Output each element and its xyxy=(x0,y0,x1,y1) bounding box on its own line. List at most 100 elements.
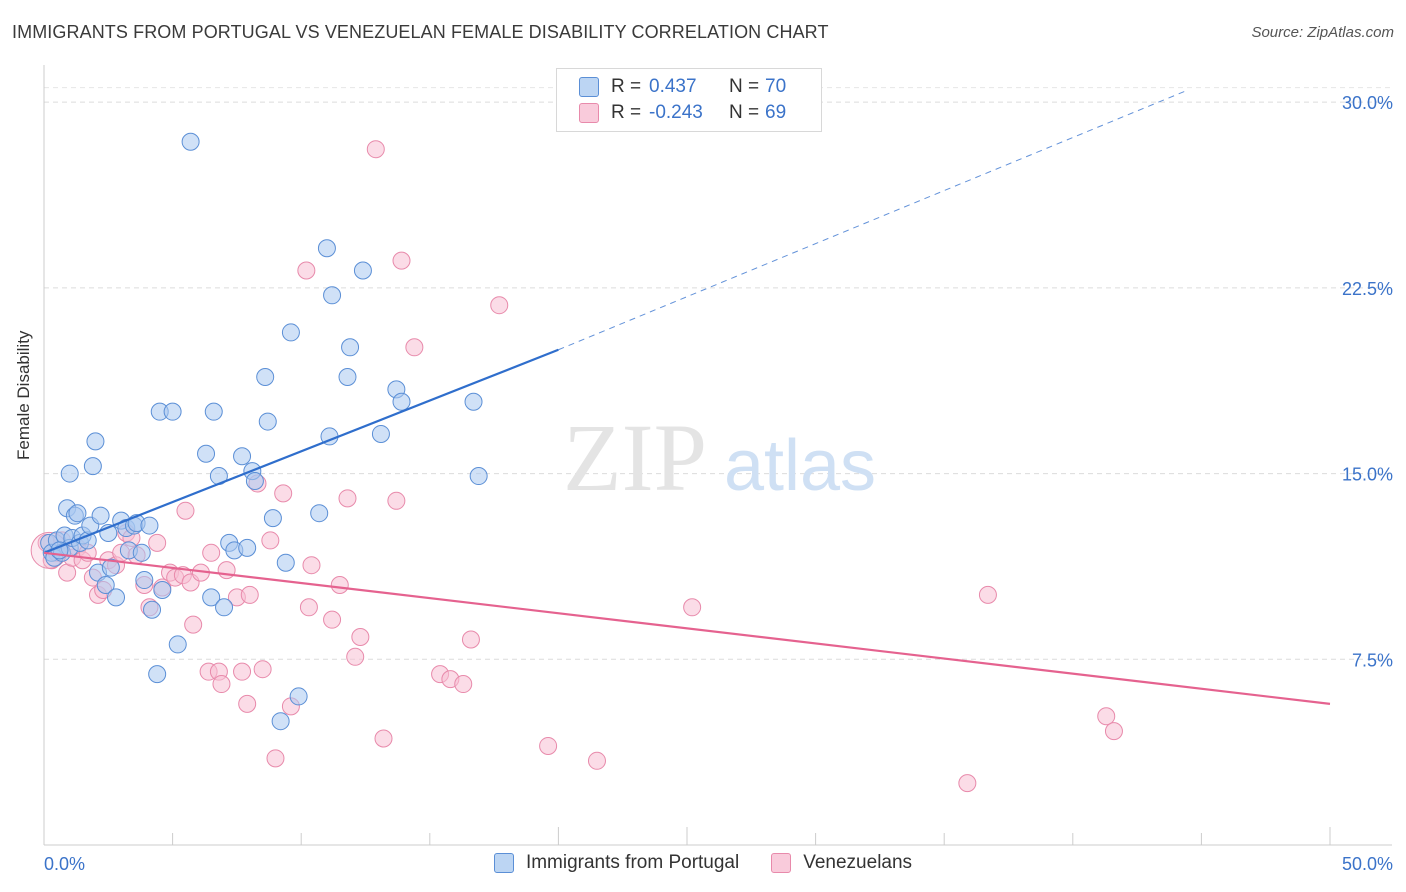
data-point-portugal xyxy=(341,338,360,357)
data-point-portugal xyxy=(143,600,162,619)
data-point-venezuela xyxy=(405,338,424,357)
data-point-venezuela xyxy=(330,576,349,594)
data-point-venezuela xyxy=(302,556,321,575)
data-point-portugal xyxy=(68,504,87,523)
data-point-portugal xyxy=(60,464,79,483)
data-point-portugal xyxy=(281,323,300,342)
series-swatch-portugal xyxy=(493,853,514,873)
data-point-venezuela xyxy=(387,491,406,510)
data-point-venezuela xyxy=(233,662,252,681)
data-point-portugal xyxy=(238,538,257,557)
data-point-venezuela xyxy=(261,531,280,550)
data-point-portugal xyxy=(107,588,126,607)
data-point-venezuela xyxy=(454,675,473,694)
y-tick-label: 22.5% xyxy=(1342,279,1393,299)
data-point-venezuela xyxy=(366,140,385,159)
data-point-venezuela xyxy=(1097,707,1116,726)
data-point-portugal xyxy=(276,553,295,572)
data-point-portugal xyxy=(392,392,411,411)
legend-n-label: N = xyxy=(729,76,760,97)
data-point-portugal xyxy=(96,576,115,594)
data-point-portugal xyxy=(464,392,483,411)
watermark-atlas: atlas xyxy=(724,426,876,506)
data-point-venezuela xyxy=(212,675,231,694)
x-tick-label: 0.0% xyxy=(44,854,85,874)
data-point-portugal xyxy=(338,368,357,386)
legend-r-value: 0.437 xyxy=(649,76,697,97)
data-point-venezuela xyxy=(217,561,236,580)
data-point-venezuela xyxy=(323,610,342,629)
data-point-venezuela xyxy=(299,598,318,617)
data-point-portugal xyxy=(153,580,172,599)
data-point-venezuela xyxy=(238,694,257,713)
y-tick-label: 7.5% xyxy=(1352,650,1393,670)
legend-row-portugal: R = 0.437 N = 70 xyxy=(579,75,786,99)
data-point-venezuela xyxy=(148,533,167,552)
legend-row-venezuela: R = -0.243 N = 69 xyxy=(579,101,786,125)
data-point-portugal xyxy=(317,239,336,258)
data-point-portugal xyxy=(233,447,252,466)
source-label: Source: ZipAtlas.com xyxy=(1251,24,1394,41)
watermark-zip: ZIP xyxy=(563,404,707,511)
data-point-portugal xyxy=(202,588,221,607)
data-point-portugal xyxy=(469,467,488,486)
data-point-venezuela xyxy=(1104,722,1123,741)
data-point-portugal xyxy=(163,402,182,421)
trend-line-portugal xyxy=(43,348,559,554)
data-point-portugal xyxy=(245,472,264,490)
data-point-venezuela xyxy=(374,729,393,748)
data-point-venezuela xyxy=(587,751,606,770)
data-point-venezuela xyxy=(461,630,480,649)
data-point-portugal xyxy=(168,635,187,654)
y-tick-label: 15.0% xyxy=(1342,465,1393,485)
correlation-legend: R = 0.437 N = 70 R = -0.243 N = 69 xyxy=(556,68,822,132)
series-label-venezuela: Venezuelans xyxy=(803,852,913,873)
series-swatch-venezuela xyxy=(771,853,792,873)
data-point-venezuela xyxy=(539,736,558,755)
data-point-portugal xyxy=(86,432,105,451)
portugal-points xyxy=(40,132,488,731)
grid-lines xyxy=(44,87,1392,660)
series-legend: Immigrants from Portugal Venezuelans xyxy=(0,852,1406,874)
data-point-portugal xyxy=(215,598,234,617)
data-point-portugal xyxy=(135,571,154,590)
data-point-venezuela xyxy=(346,647,365,666)
data-point-portugal xyxy=(289,687,308,706)
watermark: ZIP atlas xyxy=(563,404,876,511)
legend-r-label: R = xyxy=(611,76,642,97)
data-point-portugal xyxy=(310,504,329,523)
data-point-venezuela xyxy=(184,615,203,634)
data-point-portugal xyxy=(323,286,342,305)
data-point-portugal xyxy=(91,506,110,525)
data-point-portugal xyxy=(132,543,151,562)
data-point-venezuela xyxy=(253,660,272,679)
legend-swatch-portugal xyxy=(579,77,599,97)
chart-title: IMMIGRANTS FROM PORTUGAL VS VENEZUELAN F… xyxy=(12,22,829,42)
data-point-portugal xyxy=(83,457,102,476)
data-point-venezuela xyxy=(958,774,977,793)
data-point-portugal xyxy=(256,368,275,386)
data-point-venezuela xyxy=(176,501,195,520)
series-legend-portugal: Immigrants from Portugal xyxy=(493,852,740,874)
data-point-portugal xyxy=(101,558,120,577)
data-point-portugal xyxy=(371,424,390,443)
data-point-portugal xyxy=(271,712,290,731)
data-point-venezuela xyxy=(202,543,221,562)
series-legend-venezuela: Venezuelans xyxy=(771,852,912,874)
data-point-venezuela xyxy=(297,261,316,280)
legend-n-label: N = xyxy=(729,102,760,123)
data-point-venezuela xyxy=(274,484,293,503)
data-point-venezuela xyxy=(490,296,509,315)
x-tick-label: 50.0% xyxy=(1342,854,1393,874)
data-point-venezuela xyxy=(240,585,259,604)
data-point-portugal xyxy=(181,132,200,151)
legend-n-value: 69 xyxy=(765,102,787,123)
data-point-venezuela xyxy=(392,251,411,270)
series-label-portugal: Immigrants from Portugal xyxy=(525,852,740,873)
trend-line-venezuela xyxy=(43,551,1331,705)
data-point-portugal xyxy=(204,402,223,421)
data-point-portugal xyxy=(258,412,277,431)
trend-lines xyxy=(43,89,1331,705)
legend-r-label: R = xyxy=(611,102,642,123)
